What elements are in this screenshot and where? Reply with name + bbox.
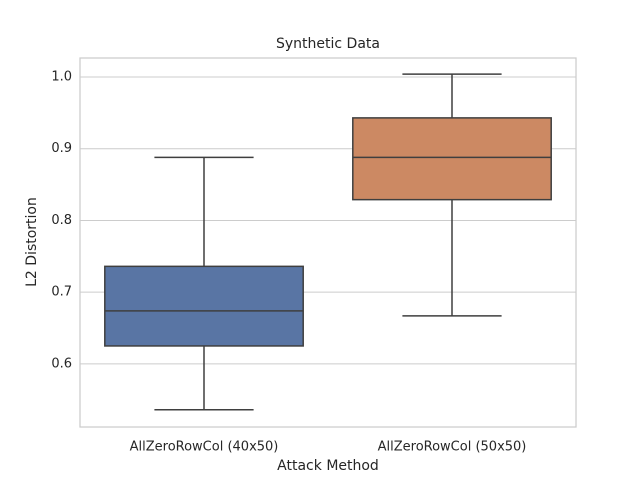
y-axis-label: L2 Distortion bbox=[24, 197, 40, 287]
box bbox=[104, 265, 304, 347]
x-tick-label: AllZeroRowCol (40x50) bbox=[130, 440, 279, 455]
y-tick-label: 0.9 bbox=[51, 141, 72, 156]
y-tick-label: 1.0 bbox=[51, 70, 72, 85]
y-tick-label: 0.6 bbox=[51, 356, 72, 371]
box bbox=[352, 117, 552, 201]
chart-title: Synthetic Data bbox=[276, 36, 380, 52]
x-axis-label: Attack Method bbox=[277, 458, 379, 474]
plot-frame bbox=[79, 57, 577, 428]
y-tick-label: 0.8 bbox=[51, 213, 72, 228]
y-tick-label: 0.7 bbox=[51, 285, 72, 300]
x-tick-label: AllZeroRowCol (50x50) bbox=[378, 440, 527, 455]
